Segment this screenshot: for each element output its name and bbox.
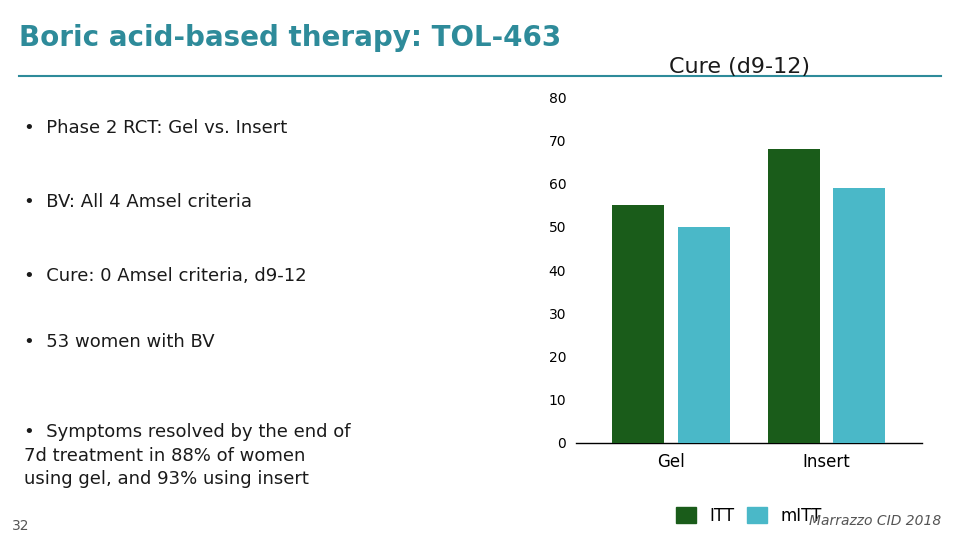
Bar [768, 149, 820, 443]
Text: Cure (d9-12): Cure (d9-12) [669, 57, 809, 78]
Text: Marrazzo CID 2018: Marrazzo CID 2018 [808, 514, 941, 528]
Bar [678, 227, 730, 443]
Text: •  53 women with BV: • 53 women with BV [24, 333, 215, 350]
Bar [833, 188, 885, 443]
Text: •  Phase 2 RCT: Gel vs. Insert: • Phase 2 RCT: Gel vs. Insert [24, 119, 287, 137]
Text: •  Symptoms resolved by the end of
7d treatment in 88% of women
using gel, and 9: • Symptoms resolved by the end of 7d tre… [24, 423, 350, 488]
Text: •  BV: All 4 Amsel criteria: • BV: All 4 Amsel criteria [24, 193, 252, 211]
Bar [612, 205, 664, 443]
Text: •  Cure: 0 Amsel criteria, d9-12: • Cure: 0 Amsel criteria, d9-12 [24, 267, 307, 285]
Text: Boric acid-based therapy: TOL-463: Boric acid-based therapy: TOL-463 [19, 24, 562, 52]
Legend: ITT, mITT: ITT, mITT [669, 500, 828, 531]
Text: 32: 32 [12, 519, 29, 534]
